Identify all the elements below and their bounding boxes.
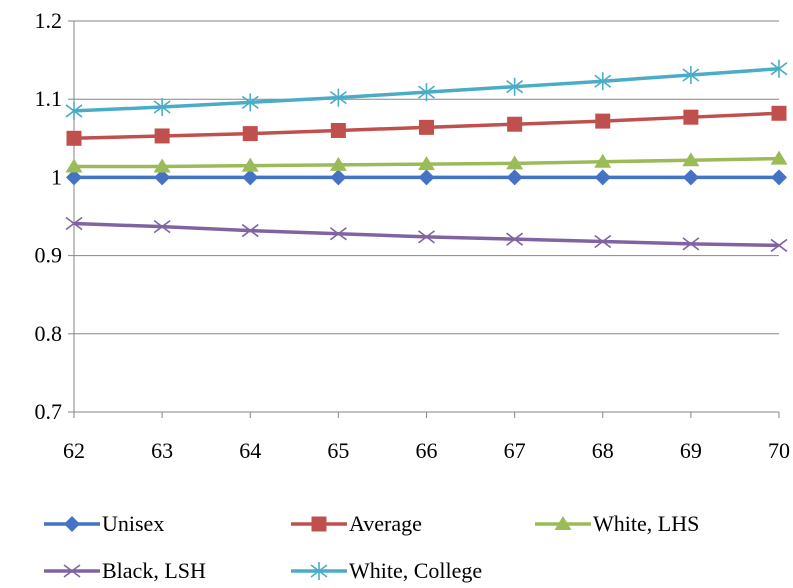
legend-item: Unisex (44, 511, 164, 536)
series-marker (154, 169, 171, 186)
series-marker (594, 72, 612, 91)
series-marker (418, 169, 435, 186)
series-marker (242, 126, 258, 142)
series-marker (506, 77, 524, 96)
series-marker (242, 169, 259, 186)
series-marker (419, 119, 434, 135)
series-marker (241, 157, 259, 172)
series-marker (506, 169, 523, 186)
series-marker (153, 158, 171, 173)
series-marker (310, 562, 328, 580)
x-tick-label: 65 (327, 438, 349, 463)
series-marker (770, 59, 788, 78)
series-marker (241, 93, 259, 112)
series-marker (64, 516, 80, 532)
x-tick-label: 66 (416, 438, 438, 463)
series-marker (63, 564, 81, 578)
series-marker (506, 155, 524, 170)
series-marker (66, 169, 82, 186)
series-marker (154, 128, 170, 144)
series-marker (153, 220, 171, 234)
x-tick-label: 64 (239, 438, 261, 463)
series-line (73, 221, 780, 248)
series-marker (329, 156, 347, 171)
legend-label: Black, LSH (102, 558, 206, 583)
series-marker (507, 116, 523, 132)
legend-label: White, College (349, 558, 482, 583)
legend-label: White, LHS (593, 511, 699, 536)
legend-label: Average (349, 511, 422, 536)
series-marker (770, 238, 788, 253)
series-marker (241, 223, 259, 238)
series-marker (506, 232, 524, 246)
series-marker (329, 227, 347, 241)
series-marker (771, 169, 787, 186)
y-tick-label: 0.9 (35, 243, 63, 268)
y-tick-label: 1 (51, 164, 62, 189)
series-marker (153, 98, 171, 117)
axes (68, 20, 780, 418)
series-marker (65, 216, 83, 231)
legend-item: Black, LSH (44, 558, 206, 583)
series-marker (418, 83, 435, 102)
series-marker (66, 130, 82, 146)
series-black-lsh (65, 216, 788, 253)
x-tick-label: 68 (592, 438, 614, 463)
series-marker (682, 152, 700, 167)
series-unisex (66, 169, 787, 186)
series-white-college (65, 59, 788, 120)
legend-item: White, LHS (535, 511, 699, 536)
gridlines (74, 20, 779, 413)
series-marker (595, 113, 611, 129)
series-marker (683, 109, 699, 125)
series-white-lhs (65, 150, 788, 173)
y-tick-label: 0.7 (35, 399, 63, 424)
series-marker (330, 169, 347, 186)
y-tick-label: 0.8 (35, 321, 63, 346)
series-marker (554, 516, 572, 530)
legend: Unisex Average White, LHS Black, LSH White, … (44, 511, 699, 583)
y-tick-label: 1.2 (35, 8, 63, 33)
series-marker (682, 169, 699, 186)
x-tick-label: 67 (504, 438, 526, 463)
series-marker (65, 158, 83, 173)
legend-label: Unisex (102, 511, 164, 536)
series-marker (330, 122, 346, 138)
x-tick-label: 63 (151, 438, 173, 463)
series-marker (682, 237, 700, 251)
x-tick-label: 70 (768, 438, 790, 463)
x-tick-label: 62 (63, 438, 85, 463)
y-tick-label: 1.1 (35, 86, 63, 111)
series-marker (594, 169, 611, 186)
legend-item: White, College (291, 558, 482, 583)
series-marker (311, 516, 327, 532)
series-marker (65, 101, 83, 120)
series-lines (65, 59, 788, 253)
y-tick-labels: 0.7 0.8 0.9 1 1.1 1.2 (35, 8, 63, 424)
series-marker (418, 156, 435, 171)
series-marker (594, 153, 612, 168)
series-marker (594, 234, 612, 249)
x-tick-labels: 62 63 64 65 66 67 68 69 70 (63, 438, 790, 463)
x-tick-label: 69 (680, 438, 702, 463)
series-marker (418, 230, 435, 244)
legend-item: Average (291, 511, 422, 536)
series-marker (329, 88, 347, 107)
series-marker (770, 150, 788, 165)
series-marker (682, 65, 700, 84)
series-marker (771, 105, 787, 121)
series-average (66, 105, 787, 146)
